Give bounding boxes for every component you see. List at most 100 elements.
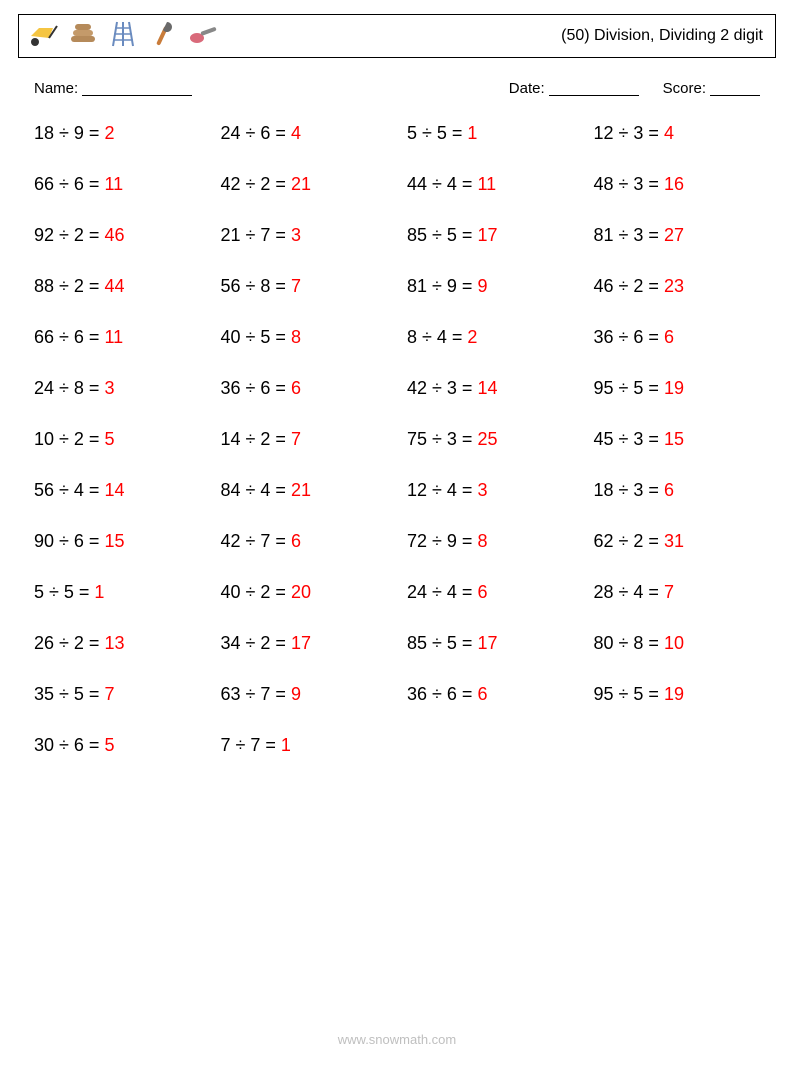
problem-answer: 3 (477, 480, 487, 500)
problem-cell: 84 ÷ 4 = 21 (221, 480, 388, 501)
meta-row: Name: Date: Score: (34, 80, 760, 97)
problem-cell: 62 ÷ 2 = 31 (594, 531, 761, 552)
problem-answer: 3 (291, 225, 301, 245)
problem-cell: 14 ÷ 2 = 7 (221, 429, 388, 450)
problem-expression: 75 ÷ 3 = (407, 429, 477, 449)
chainsaw-icon (187, 18, 219, 55)
problem-cell: 24 ÷ 4 = 6 (407, 582, 574, 603)
problem-cell: 40 ÷ 5 = 8 (221, 327, 388, 348)
problem-expression: 18 ÷ 9 = (34, 123, 104, 143)
problem-cell: 28 ÷ 4 = 7 (594, 582, 761, 603)
problem-cell: 56 ÷ 8 = 7 (221, 276, 388, 297)
problem-expression: 36 ÷ 6 = (407, 684, 477, 704)
problem-expression: 35 ÷ 5 = (34, 684, 104, 704)
problem-expression: 85 ÷ 5 = (407, 225, 477, 245)
header-icon-row (27, 18, 219, 55)
problem-cell: 81 ÷ 3 = 27 (594, 225, 761, 246)
problem-cell: 24 ÷ 6 = 4 (221, 123, 388, 144)
problem-answer: 4 (291, 123, 301, 143)
problem-cell: 48 ÷ 3 = 16 (594, 174, 761, 195)
problem-expression: 5 ÷ 5 = (34, 582, 94, 602)
problem-expression: 8 ÷ 4 = (407, 327, 467, 347)
problem-cell: 45 ÷ 3 = 15 (594, 429, 761, 450)
problem-cell: 24 ÷ 8 = 3 (34, 378, 201, 399)
problem-expression: 56 ÷ 4 = (34, 480, 104, 500)
problem-answer: 21 (291, 174, 311, 194)
problem-expression: 95 ÷ 5 = (594, 378, 664, 398)
problem-expression: 72 ÷ 9 = (407, 531, 477, 551)
problem-cell: 18 ÷ 3 = 6 (594, 480, 761, 501)
problem-cell: 75 ÷ 3 = 25 (407, 429, 574, 450)
problem-cell: 63 ÷ 7 = 9 (221, 684, 388, 705)
problem-answer: 6 (664, 327, 674, 347)
problem-cell: 66 ÷ 6 = 11 (34, 174, 201, 195)
problem-answer: 5 (104, 735, 114, 755)
date-blank (549, 80, 639, 96)
problem-cell: 18 ÷ 9 = 2 (34, 123, 201, 144)
problem-expression: 24 ÷ 8 = (34, 378, 104, 398)
wheelbarrow-icon (27, 18, 59, 55)
problem-expression: 30 ÷ 6 = (34, 735, 104, 755)
problem-answer: 11 (104, 327, 123, 347)
problem-answer: 1 (94, 582, 104, 602)
problem-expression: 10 ÷ 2 = (34, 429, 104, 449)
problem-cell: 12 ÷ 3 = 4 (594, 123, 761, 144)
problem-cell: 42 ÷ 3 = 14 (407, 378, 574, 399)
problem-answer: 9 (291, 684, 301, 704)
problem-answer: 19 (664, 684, 684, 704)
problem-cell: 66 ÷ 6 = 11 (34, 327, 201, 348)
problem-cell: 92 ÷ 2 = 46 (34, 225, 201, 246)
problem-cell: 56 ÷ 4 = 14 (34, 480, 201, 501)
problem-answer: 1 (467, 123, 477, 143)
worksheet-title: (50) Division, Dividing 2 digit (561, 27, 767, 45)
problem-expression: 42 ÷ 3 = (407, 378, 477, 398)
problem-expression: 28 ÷ 4 = (594, 582, 664, 602)
problem-cell: 95 ÷ 5 = 19 (594, 684, 761, 705)
problem-answer: 3 (104, 378, 114, 398)
problem-answer: 1 (281, 735, 291, 755)
problem-answer: 17 (291, 633, 311, 653)
problem-expression: 24 ÷ 6 = (221, 123, 291, 143)
header-bar: (50) Division, Dividing 2 digit (18, 14, 776, 58)
logs-icon (67, 18, 99, 55)
problem-cell: 42 ÷ 2 = 21 (221, 174, 388, 195)
problem-expression: 81 ÷ 9 = (407, 276, 477, 296)
problem-answer: 17 (477, 225, 497, 245)
problem-expression: 81 ÷ 3 = (594, 225, 664, 245)
problem-expression: 42 ÷ 2 = (221, 174, 291, 194)
problem-answer: 9 (477, 276, 487, 296)
problem-cell: 46 ÷ 2 = 23 (594, 276, 761, 297)
problem-cell: 85 ÷ 5 = 17 (407, 633, 574, 654)
problem-expression: 26 ÷ 2 = (34, 633, 104, 653)
problem-answer: 7 (291, 429, 301, 449)
problem-expression: 66 ÷ 6 = (34, 174, 104, 194)
problem-expression: 36 ÷ 6 = (221, 378, 291, 398)
problem-cell: 44 ÷ 4 = 11 (407, 174, 574, 195)
problem-cell: 40 ÷ 2 = 20 (221, 582, 388, 603)
problem-expression: 36 ÷ 6 = (594, 327, 664, 347)
problem-expression: 24 ÷ 4 = (407, 582, 477, 602)
problem-answer: 14 (477, 378, 497, 398)
problem-cell: 85 ÷ 5 = 17 (407, 225, 574, 246)
problem-answer: 10 (664, 633, 684, 653)
problem-answer: 7 (104, 684, 114, 704)
problem-answer: 8 (291, 327, 301, 347)
problem-expression: 40 ÷ 5 = (221, 327, 291, 347)
problem-answer: 11 (104, 174, 123, 194)
problem-answer: 2 (467, 327, 477, 347)
problem-expression: 56 ÷ 8 = (221, 276, 291, 296)
problem-expression: 12 ÷ 4 = (407, 480, 477, 500)
problem-cell: 42 ÷ 7 = 6 (221, 531, 388, 552)
problem-answer: 16 (664, 174, 684, 194)
problem-expression: 12 ÷ 3 = (594, 123, 664, 143)
problem-cell: 12 ÷ 4 = 3 (407, 480, 574, 501)
problem-cell: 36 ÷ 6 = 6 (221, 378, 388, 399)
problem-answer: 27 (664, 225, 684, 245)
problem-answer: 5 (104, 429, 114, 449)
problem-answer: 7 (664, 582, 674, 602)
problem-expression: 85 ÷ 5 = (407, 633, 477, 653)
problem-expression: 34 ÷ 2 = (221, 633, 291, 653)
name-blank (82, 80, 192, 96)
problem-answer: 25 (477, 429, 497, 449)
problem-expression: 42 ÷ 7 = (221, 531, 291, 551)
